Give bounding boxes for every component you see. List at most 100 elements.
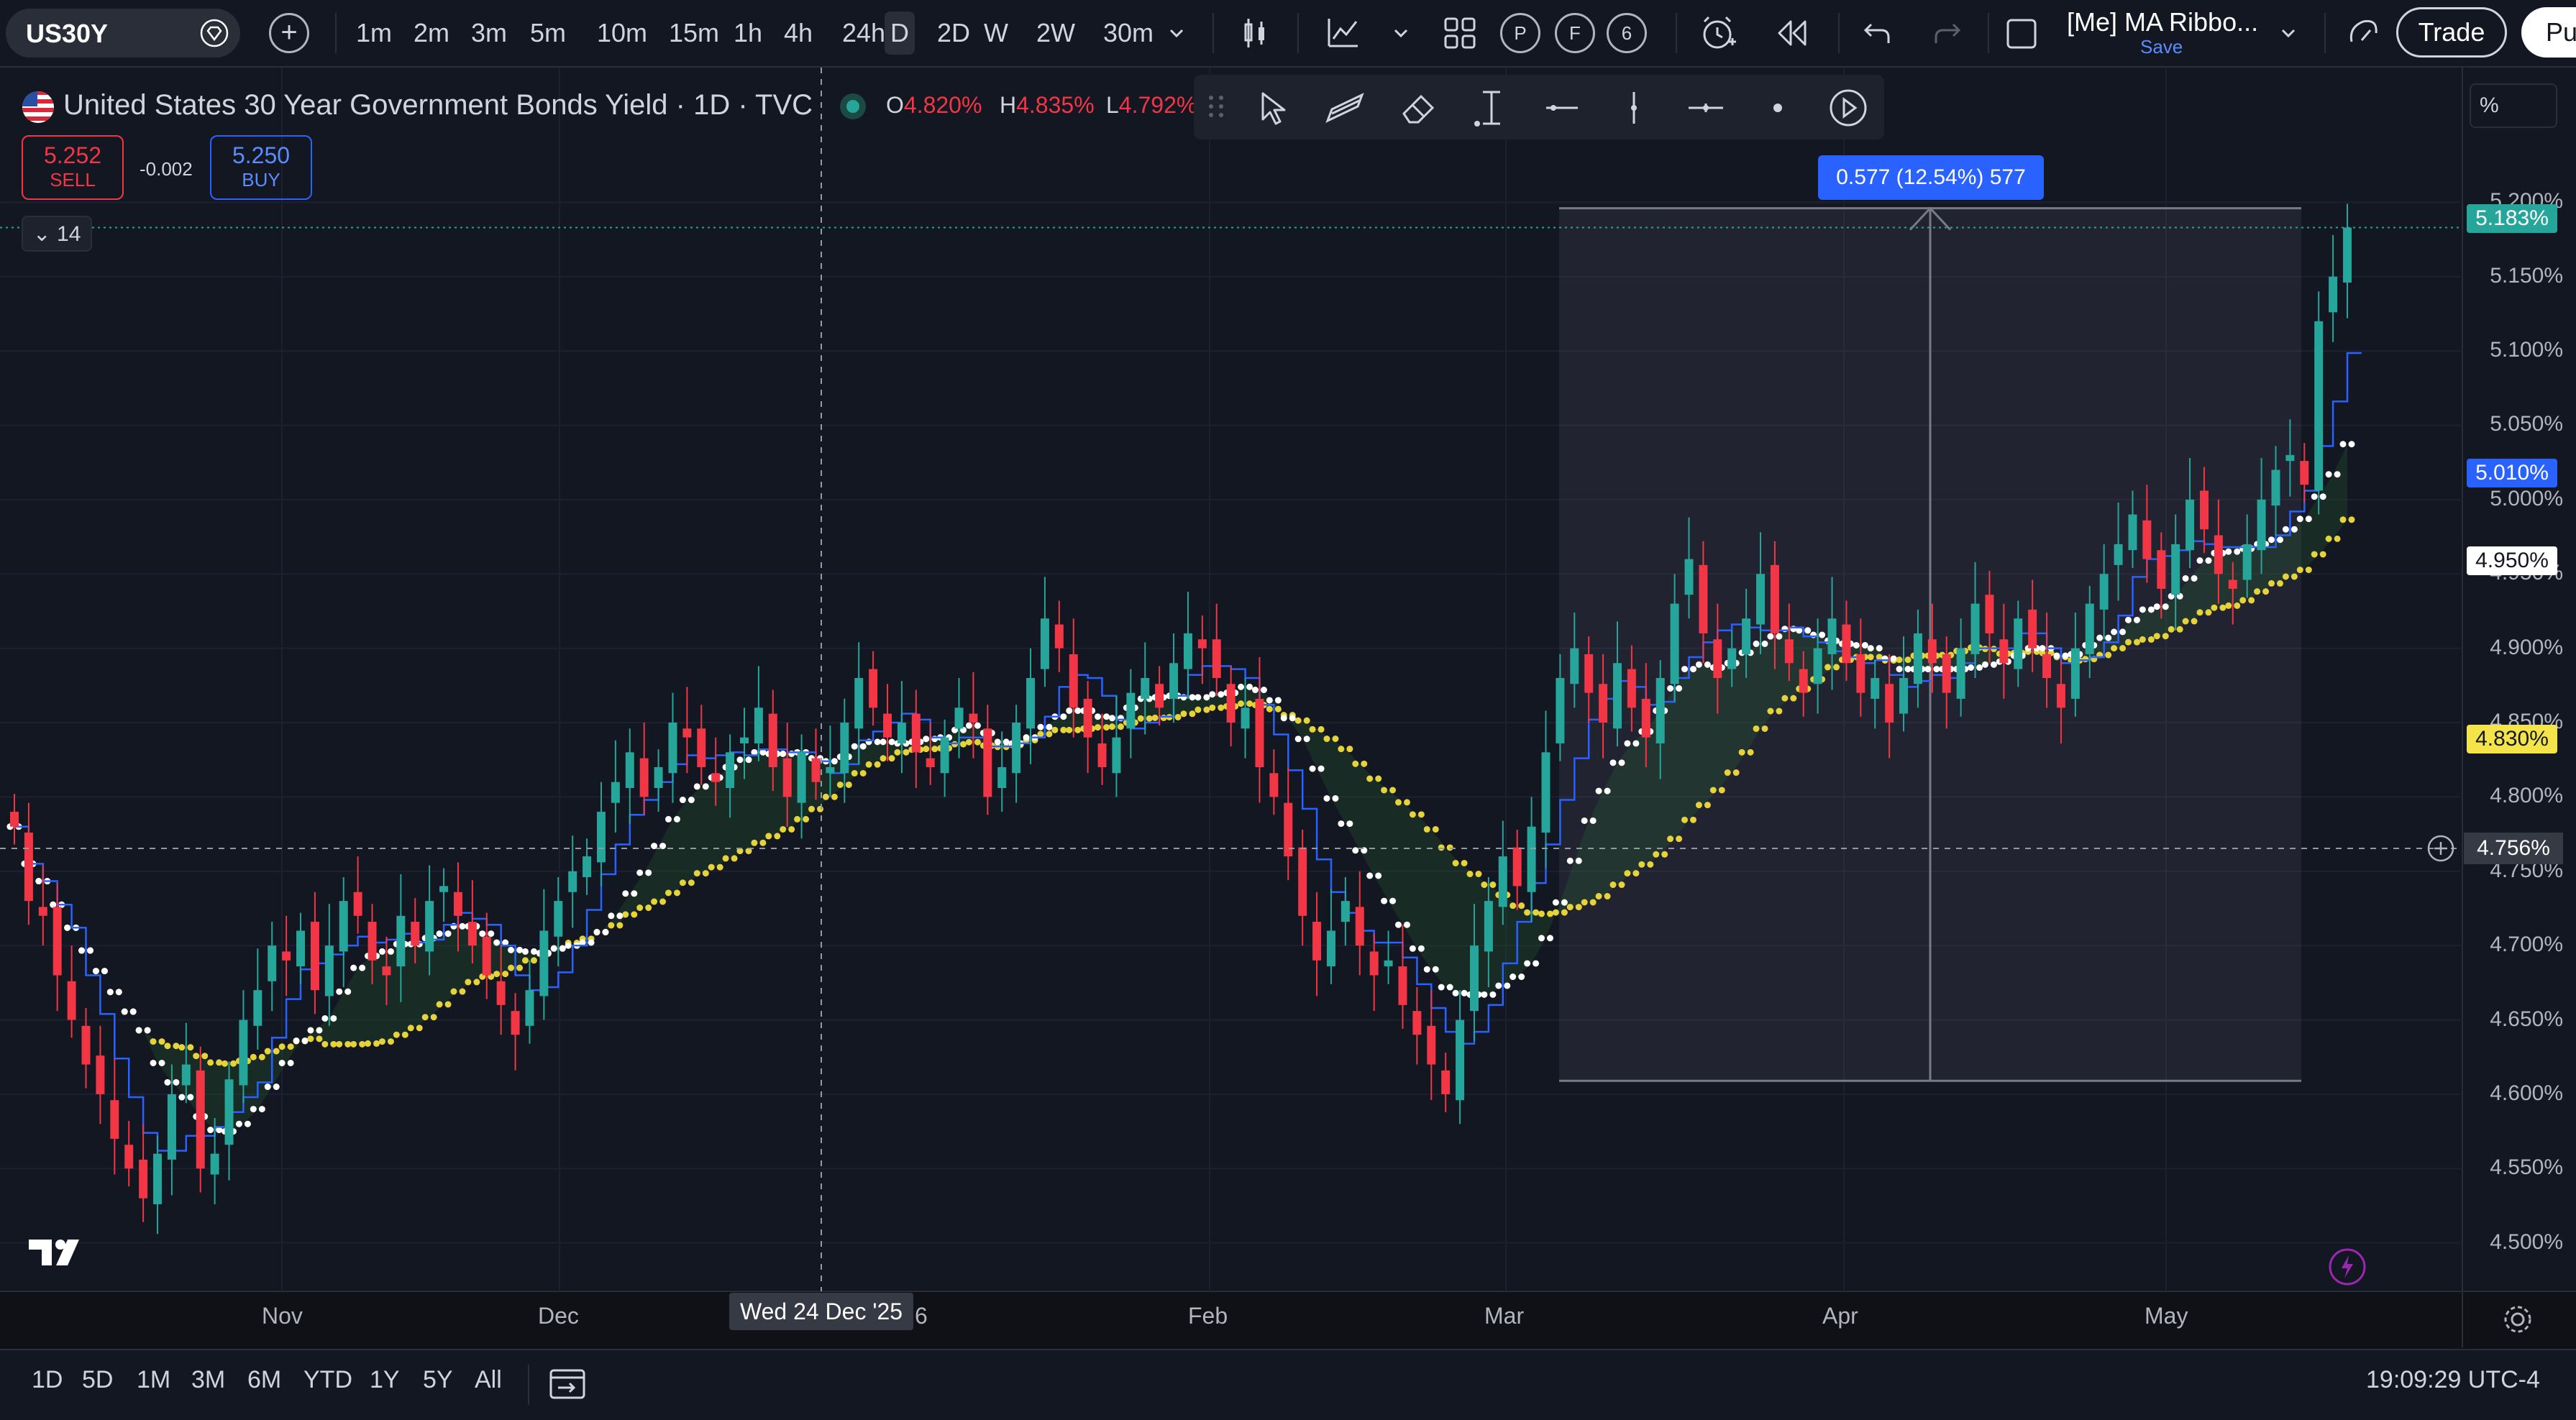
interval-1h[interactable]: 1h — [733, 18, 763, 47]
interval-4h[interactable]: 4h — [783, 18, 813, 47]
chevron-down-icon[interactable] — [1389, 22, 1412, 45]
replay-icon[interactable] — [1773, 17, 1808, 49]
ma-slow-dot — [430, 1014, 437, 1021]
range-5Y[interactable]: 5Y — [423, 1366, 453, 1393]
ma-slow-dot — [1618, 881, 1625, 889]
candle-body — [1484, 901, 1493, 952]
candle-body — [1784, 639, 1794, 664]
ma-fast-dot — [2196, 557, 2203, 564]
add-symbol-button[interactable]: + — [269, 13, 309, 53]
layout-name[interactable]: [Me] MA Ribbo... — [2067, 7, 2259, 37]
candle-body — [1627, 669, 1636, 708]
ma-fast-dot — [565, 942, 572, 949]
play-circle-icon[interactable] — [1825, 85, 1871, 131]
ma-fast-dot — [2053, 652, 2060, 659]
interval-D[interactable]: D — [885, 12, 915, 55]
ma-blue-price-tag: 5.010% — [2467, 459, 2557, 487]
lightning-icon[interactable] — [2327, 1247, 2367, 1287]
ma-slow-dot — [2319, 551, 2326, 558]
measure-icon[interactable] — [1469, 85, 1515, 131]
interval-15m[interactable]: 15m — [668, 18, 720, 47]
symbol-search-button[interactable]: US30Y — [6, 9, 240, 58]
interval-1m[interactable]: 1m — [355, 18, 392, 47]
settings-gear-icon[interactable] — [2501, 1303, 2534, 1336]
alert-icon[interactable] — [1699, 13, 1739, 53]
p-button[interactable]: P — [1500, 13, 1540, 53]
ma-fast-dot — [1933, 666, 1940, 673]
cursor-icon[interactable] — [1248, 85, 1294, 131]
ma-slow-dot — [2219, 604, 2226, 611]
candles-icon[interactable] — [1238, 16, 1273, 50]
f-button[interactable]: F — [1555, 13, 1595, 53]
range-All[interactable]: All — [475, 1366, 502, 1393]
interval-3m[interactable]: 3m — [470, 18, 507, 47]
horizontal-ray-icon[interactable] — [1539, 85, 1585, 131]
price-chart[interactable] — [0, 68, 2576, 1347]
range-6M[interactable]: 6M — [247, 1366, 282, 1393]
range-1M[interactable]: 1M — [137, 1366, 171, 1393]
range-5D[interactable]: 5D — [82, 1366, 114, 1393]
publish-button[interactable]: Pu — [2521, 7, 2576, 58]
candle-body — [1727, 648, 1737, 669]
ma-fast-dot — [1853, 641, 1860, 649]
interval-W[interactable]: W — [984, 18, 1008, 47]
ma-slow-dot — [808, 805, 816, 812]
drag-handle-icon[interactable] — [1205, 92, 1227, 121]
interval-30m[interactable]: 30m — [1102, 18, 1154, 47]
interval-2D[interactable]: 2D — [936, 18, 971, 47]
candle-body — [1226, 684, 1236, 723]
last-price-tag: 5.183% — [2467, 204, 2557, 233]
candle-body — [1298, 847, 1307, 916]
add-alert-plus-icon[interactable] — [2425, 833, 2457, 864]
indicators-icon[interactable] — [1325, 14, 1362, 52]
interval-2m[interactable]: 2m — [413, 18, 449, 47]
layouts-icon[interactable] — [1443, 16, 1477, 50]
ma-fast-dot — [1981, 661, 1988, 668]
interval-2W[interactable]: 2W — [1036, 18, 1075, 47]
ma-slow-dot — [1575, 904, 1582, 911]
redo-icon[interactable] — [1932, 17, 1963, 49]
vertical-line-icon[interactable] — [1611, 85, 1657, 131]
range-3M[interactable]: 3M — [191, 1366, 226, 1393]
candle-body — [1112, 737, 1121, 774]
layout-square-icon[interactable] — [2005, 17, 2038, 50]
candle-body — [568, 871, 577, 892]
sell-button[interactable]: 5.252 SELL — [22, 135, 124, 200]
pattern-icon[interactable] — [1322, 85, 1368, 131]
interval-5m[interactable]: 5m — [529, 18, 566, 47]
indicators-collapse-button[interactable]: ⌄ 14 — [22, 216, 92, 252]
price-unit-button[interactable]: % — [2470, 83, 2557, 128]
dot-icon[interactable] — [1755, 85, 1801, 131]
interval-24h[interactable]: 24h — [841, 18, 886, 47]
ma-fast-dot — [502, 939, 509, 946]
ma-fast-dot — [1317, 765, 1325, 772]
separator — [528, 1365, 529, 1405]
price-tick: 4.600% — [2490, 1081, 2563, 1105]
undo-icon[interactable] — [1861, 17, 1893, 49]
ma-slow-dot — [1732, 769, 1740, 777]
ma-slow-dot — [378, 1038, 385, 1045]
cross-line-icon[interactable] — [1683, 85, 1729, 131]
quick-search-icon[interactable] — [2346, 16, 2380, 50]
chevron-down-icon[interactable] — [1165, 22, 1188, 45]
ma-slow-dot — [1432, 825, 1439, 833]
range-1D[interactable]: 1D — [32, 1366, 63, 1393]
clock[interactable]: 19:09:29 UTC-4 — [2366, 1366, 2540, 1393]
range-YTD[interactable]: YTD — [303, 1366, 352, 1393]
interval-10m[interactable]: 10m — [596, 18, 648, 47]
six-button[interactable]: 6 — [1607, 13, 1647, 53]
eraser-icon[interactable] — [1395, 85, 1441, 131]
ma-slow-dot — [622, 911, 629, 918]
ma-slow-dot — [1060, 726, 1067, 733]
range-1Y[interactable]: 1Y — [370, 1366, 400, 1393]
ma-fast-dot — [287, 1059, 294, 1066]
save-label[interactable]: Save — [2140, 36, 2183, 58]
candle-body — [1412, 1011, 1422, 1035]
price-tick: 4.800% — [2490, 784, 2563, 808]
ma-slow-dot — [2191, 618, 2198, 625]
buy-button[interactable]: 5.250 BUY — [210, 135, 312, 200]
trade-button[interactable]: Trade — [2396, 7, 2507, 58]
goto-date-icon[interactable] — [548, 1366, 587, 1402]
ma-slow-dot — [2182, 618, 2189, 625]
chevron-down-icon[interactable] — [2277, 22, 2300, 45]
